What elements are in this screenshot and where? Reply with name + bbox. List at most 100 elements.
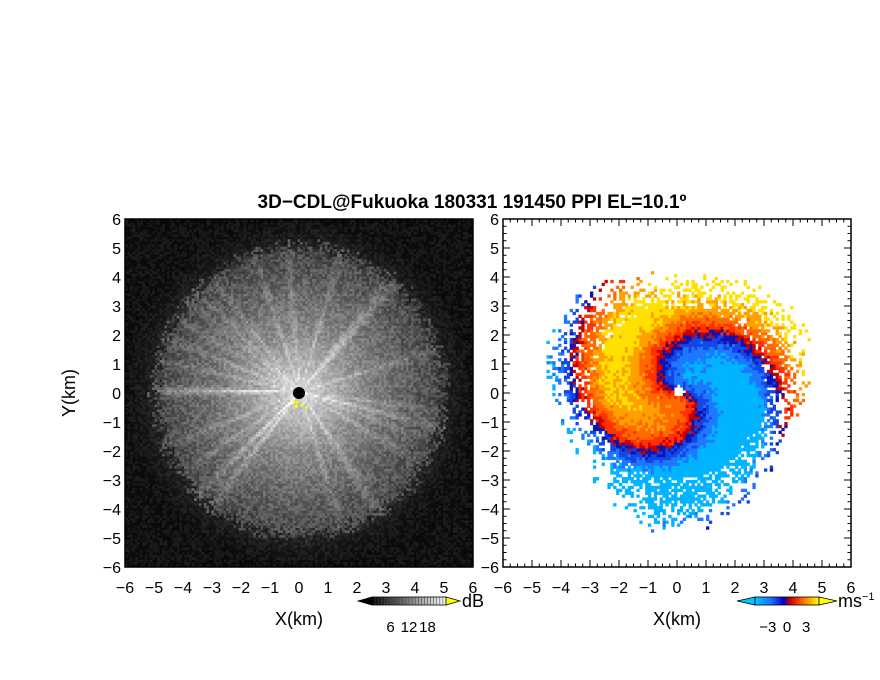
reflectivity-cell: [378, 559, 382, 563]
reflectivity-cell: [125, 552, 128, 556]
reflectivity-cell: [137, 559, 141, 563]
reflectivity-cell: [230, 557, 234, 561]
reflectivity-cell: [393, 564, 397, 567]
reflectivity-cell: [378, 554, 382, 558]
reflectivity-cell: [169, 527, 173, 531]
reflectivity-cell: [157, 562, 160, 565]
reflectivity-cell: [445, 497, 449, 501]
reflectivity-cell: [169, 530, 173, 533]
reflectivity-cell: [176, 549, 180, 553]
reflectivity-cell: [218, 564, 222, 567]
reflectivity-cell: [457, 557, 461, 561]
reflectivity-cell: [452, 527, 456, 531]
reflectivity-cell: [457, 507, 461, 511]
reflectivity-cell: [435, 544, 439, 548]
reflectivity-cell: [171, 515, 175, 519]
reflectivity-cell: [410, 559, 414, 563]
reflectivity-cell: [470, 453, 473, 457]
reflectivity-cell: [144, 557, 148, 561]
reflectivity-cell: [179, 527, 183, 531]
reflectivity-cell: [430, 557, 434, 561]
reflectivity-cell: [125, 451, 128, 455]
reflectivity-cell: [455, 552, 459, 556]
reflectivity-cell: [447, 525, 451, 528]
reflectivity-cell: [181, 552, 185, 556]
reflectivity-cell: [179, 554, 183, 558]
reflectivity-cell: [194, 549, 197, 553]
reflectivity-cell: [213, 554, 217, 558]
reflectivity-cell: [171, 542, 175, 546]
reflectivity-cell: [147, 534, 151, 538]
reflectivity-cell: [420, 542, 424, 546]
reflectivity-cell: [142, 525, 146, 528]
reflectivity-cell: [125, 547, 128, 551]
reflectivity-cell: [186, 532, 190, 536]
reflectivity-cell: [334, 562, 338, 565]
reflectivity-cell: [139, 497, 143, 501]
reflectivity-cell: [137, 483, 141, 487]
reflectivity-cell: [430, 532, 434, 536]
reflectivity-cell: [460, 475, 464, 479]
reflectivity-cell: [467, 564, 471, 567]
reflectivity-cell: [406, 532, 409, 536]
reflectivity-cell: [440, 557, 444, 561]
reflectivity-cell: [366, 562, 370, 565]
reflectivity-cell: [196, 539, 200, 543]
reflectivity-cell: [442, 490, 446, 494]
reflectivity-cell: [198, 564, 202, 567]
reflectivity-cell: [467, 554, 471, 558]
reflectivity-cell: [462, 458, 466, 462]
reflectivity-cell: [258, 564, 261, 567]
reflectivity-cell: [132, 468, 136, 472]
reflectivity-cell: [137, 515, 141, 519]
reflectivity-cell: [403, 562, 407, 565]
reflectivity-cell: [147, 488, 151, 491]
reflectivity-cell: [137, 465, 141, 469]
reflectivity-cell: [462, 470, 466, 474]
reflectivity-cell: [228, 559, 232, 563]
reflectivity-cell: [396, 537, 400, 541]
reflectivity-cell: [171, 534, 175, 538]
reflectivity-cell: [452, 547, 456, 551]
reflectivity-cell: [455, 475, 459, 479]
reflectivity-cell: [423, 512, 427, 516]
reflectivity-cell: [381, 547, 385, 551]
reflectivity-cell: [445, 507, 449, 511]
reflectivity-cell: [462, 453, 466, 457]
reflectivity-cell: [139, 549, 143, 553]
reflectivity-cell: [465, 534, 469, 538]
reflectivity-cell: [157, 557, 160, 561]
reflectivity-cell: [462, 530, 466, 533]
reflectivity-cell: [144, 478, 148, 482]
reflectivity-cell: [184, 562, 188, 565]
reflectivity-cell: [144, 532, 148, 536]
reflectivity-cell: [127, 465, 131, 469]
reflectivity-cell: [462, 495, 466, 499]
reflectivity-cell: [447, 527, 451, 531]
reflectivity-cell: [452, 507, 456, 511]
reflectivity-cell: [383, 552, 387, 556]
reflectivity-cell: [440, 537, 444, 541]
reflectivity-cell: [230, 559, 234, 563]
reflectivity-cell: [470, 564, 473, 567]
reflectivity-cell: [460, 478, 464, 482]
reflectivity-cell: [201, 557, 205, 561]
reflectivity-cell: [462, 485, 466, 489]
reflectivity-cell: [462, 475, 466, 479]
reflectivity-cell: [139, 554, 143, 558]
reflectivity-cell: [134, 488, 138, 491]
reflectivity-cell: [460, 465, 464, 469]
reflectivity-cell: [445, 522, 449, 526]
reflectivity-cell: [176, 537, 180, 541]
reflectivity-cell: [134, 505, 138, 509]
reflectivity-cell: [147, 485, 151, 489]
reflectivity-cell: [413, 542, 417, 546]
reflectivity-cell: [420, 549, 424, 553]
reflectivity-cell: [462, 497, 466, 501]
reflectivity-cell: [452, 485, 456, 489]
reflectivity-cell: [415, 552, 419, 556]
reflectivity-cell: [460, 500, 464, 504]
reflectivity-cell: [132, 517, 136, 521]
reflectivity-cell: [132, 512, 136, 516]
reflectivity-cell: [129, 510, 133, 514]
